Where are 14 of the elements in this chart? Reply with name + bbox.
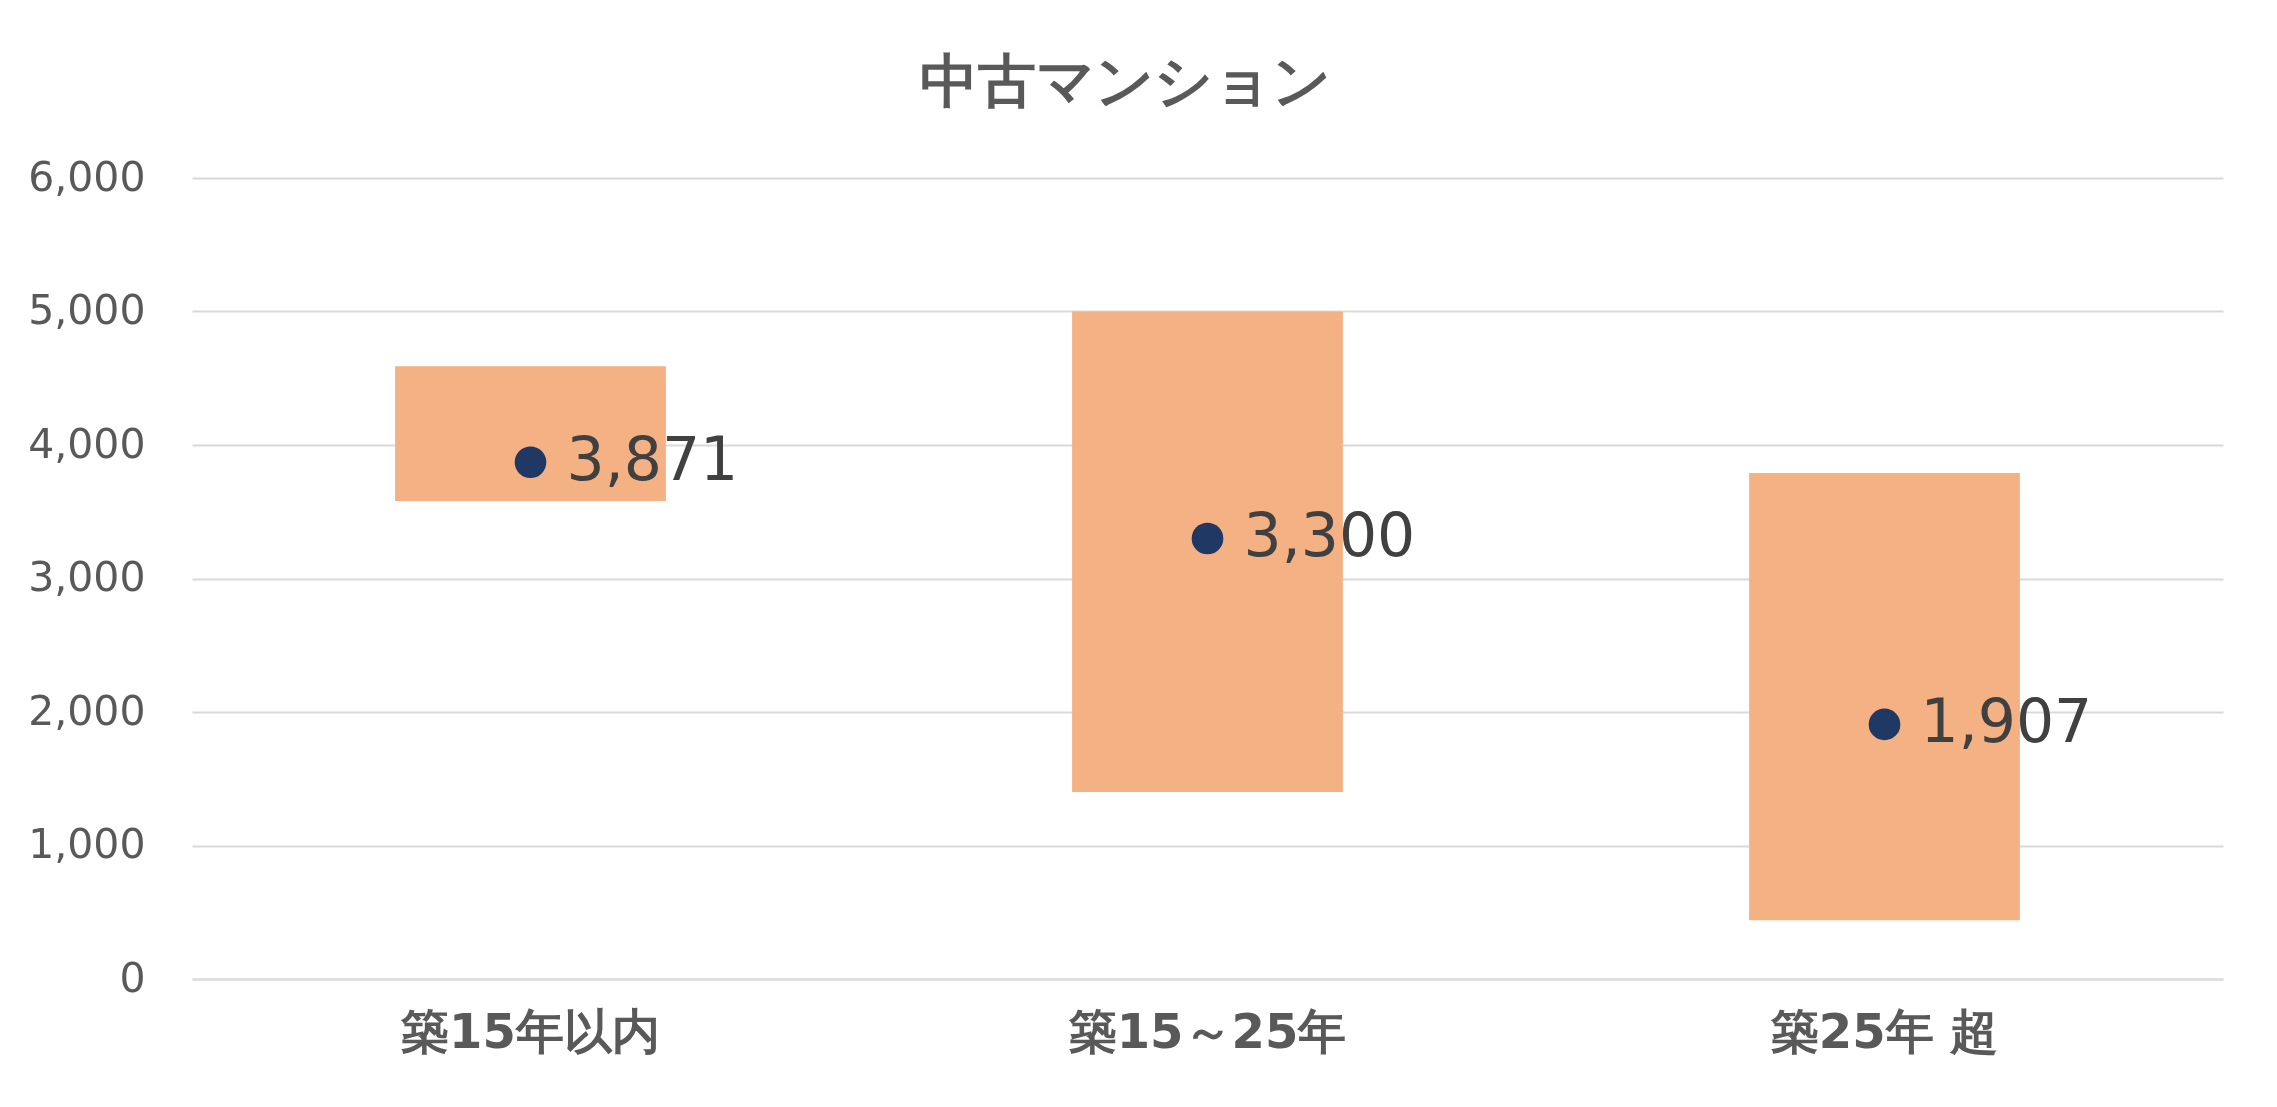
x-tick-label: 築15年以内 (400, 1002, 660, 1059)
y-tick-label: 0 (119, 953, 146, 1002)
y-tick-label: 1,000 (28, 820, 146, 868)
y-tick-label: 4,000 (28, 419, 146, 468)
point (1191, 522, 1224, 555)
y-tick-label: 3,000 (28, 553, 146, 601)
x-tick-label: 築25年 超 (1769, 1002, 1999, 1059)
point (1868, 708, 1901, 741)
chart-title: 中古マンション (919, 47, 1331, 115)
y-tick-label: 6,000 (28, 152, 146, 201)
x-tick-label: 築15～25年 (1067, 1002, 1347, 1059)
y-tick-label: 2,000 (28, 686, 146, 735)
y-tick-label: 5,000 (28, 286, 146, 334)
point (514, 446, 547, 478)
